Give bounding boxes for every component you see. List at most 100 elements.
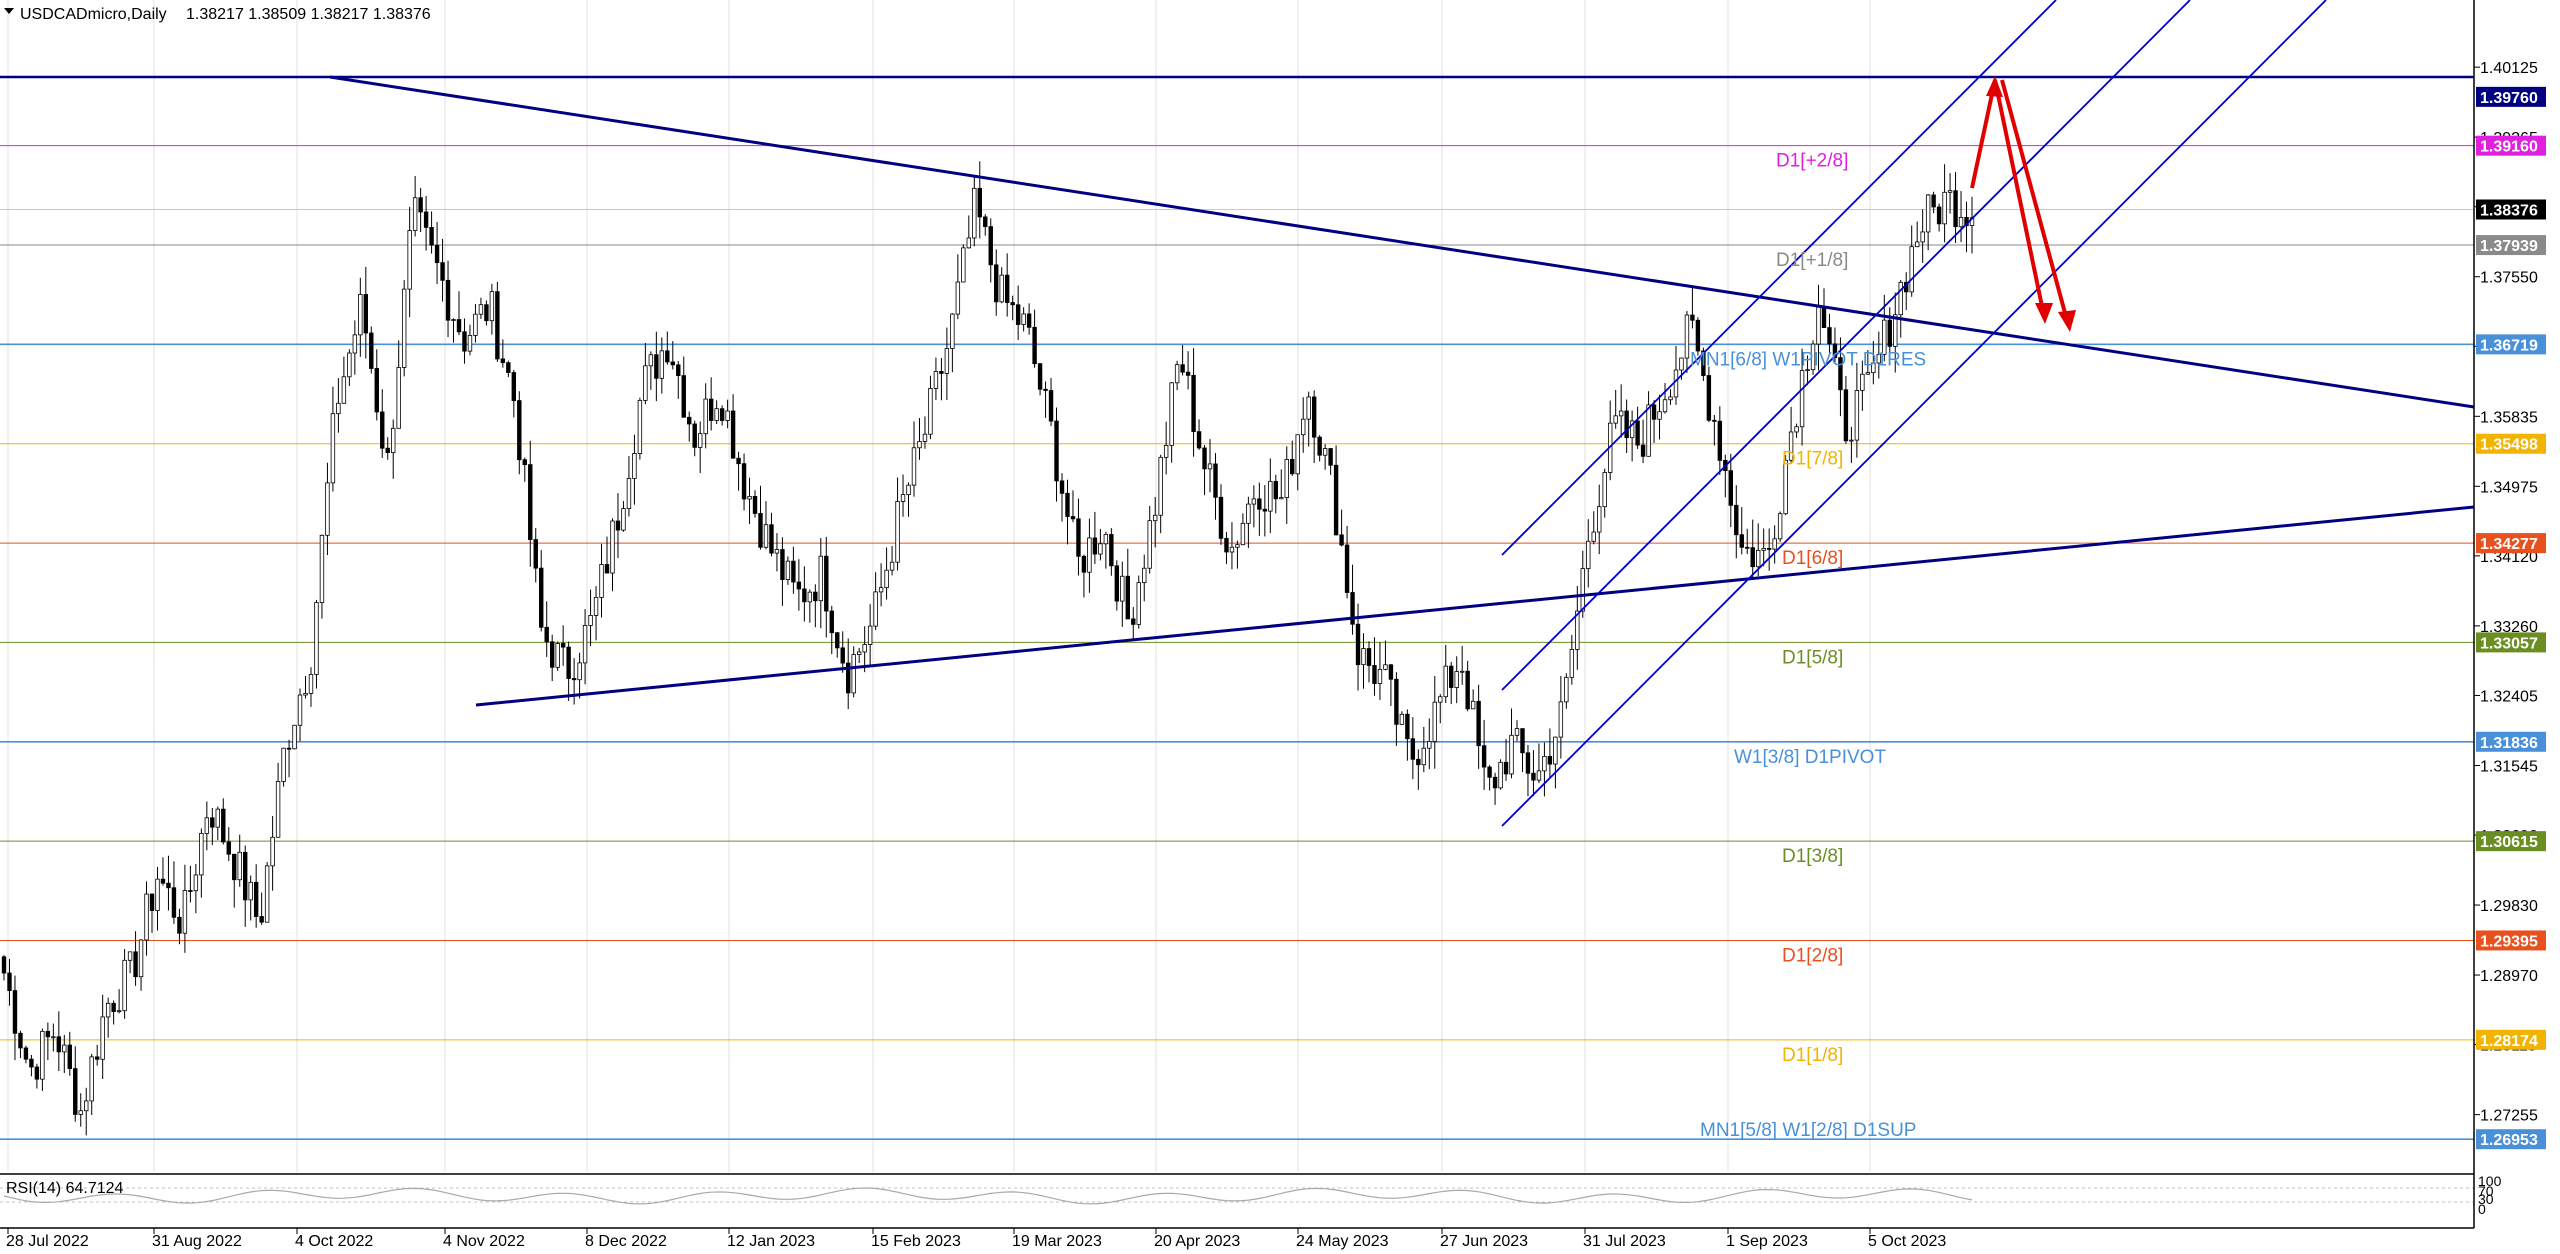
- candle-body: [1761, 548, 1766, 551]
- level-text-labels: MN1[5/8] W1[2/8] D1SUP D1[1/8] D1[2/8] D1[3…: [1690, 151, 1926, 1142]
- candle-body: [1777, 513, 1783, 540]
- candle-body: [829, 610, 834, 634]
- price-tick-label: 1.35835: [2480, 409, 2538, 426]
- candle-body: [780, 549, 785, 581]
- level-price-tag: [2476, 731, 2546, 752]
- candle-body: [1947, 190, 1953, 193]
- candle-body: [62, 1044, 67, 1053]
- candle-body: [352, 334, 358, 354]
- candle-body: [1092, 537, 1098, 555]
- level-price-tag: [2476, 86, 2546, 107]
- candle-body: [1542, 755, 1547, 772]
- candle-body: [385, 447, 390, 454]
- candle-body: [199, 832, 204, 876]
- time-tick-label: 24 May 2023: [1296, 1233, 1389, 1250]
- candle-body: [462, 331, 467, 352]
- candle-body: [533, 539, 538, 569]
- candle-body: [571, 678, 577, 681]
- upper-trendline[interactable]: [329, 75, 2475, 409]
- forecast-arrow-up[interactable]: [1970, 79, 1997, 189]
- candle-body: [698, 433, 703, 448]
- level-label: D1[6/8]: [1782, 548, 1843, 569]
- candle-body: [495, 291, 500, 360]
- candle-body: [7, 972, 12, 991]
- channel-upper[interactable]: [1501, 0, 2057, 556]
- candle-body: [73, 1068, 78, 1115]
- candle-body: [911, 447, 917, 486]
- channel-middle[interactable]: [1501, 0, 2191, 691]
- forecast-arrow-down-2[interactable]: [2000, 79, 2070, 325]
- price-tick-label: 1.31545: [2480, 758, 2538, 775]
- candle-body: [835, 632, 840, 649]
- candle-body: [1942, 191, 1947, 225]
- candle-body: [539, 567, 544, 628]
- candle-body: [1224, 537, 1229, 553]
- candle-body: [1843, 389, 1849, 442]
- chart-ohlc: 1.38217 1.38509 1.38217 1.38376: [186, 6, 431, 23]
- candle-body: [1717, 420, 1723, 461]
- candle-body: [1470, 700, 1476, 710]
- candle-body: [286, 747, 292, 750]
- level-label: D1[+2/8]: [1776, 151, 1848, 172]
- candle-body: [824, 555, 829, 612]
- candle-body: [12, 990, 18, 1034]
- candle-body: [1449, 665, 1454, 688]
- channel-lower[interactable]: [1501, 0, 2327, 827]
- candle-body: [1037, 363, 1043, 390]
- candle-body: [1273, 480, 1278, 500]
- candle-body: [177, 916, 182, 934]
- price-tick-label: 1.33260: [2480, 619, 2538, 636]
- level-price-value: 1.39760: [2480, 90, 2538, 107]
- candle-body: [1207, 463, 1213, 470]
- candle-body: [1322, 448, 1328, 456]
- lower-trendline[interactable]: [475, 505, 2475, 707]
- candle-body: [1882, 319, 1887, 355]
- candle-body: [1306, 396, 1311, 420]
- dropdown-triangle-icon[interactable]: [4, 8, 14, 14]
- candle-body: [988, 226, 993, 266]
- chart-header: USDCADmicro,Daily 1.38217 1.38509 1.3821…: [4, 6, 431, 23]
- candle-body: [917, 441, 922, 449]
- candle-body: [1536, 770, 1542, 781]
- forecast-arrowhead-down-1: [2035, 303, 2053, 324]
- candle-body: [813, 591, 818, 602]
- candle-body: [1279, 497, 1284, 500]
- level-price-value: 1.36719: [2480, 337, 2538, 354]
- time-axis-ticks: 28 Jul 2022 31 Aug 2022 4 Oct 2022 4 Nov 20…: [6, 1228, 1946, 1250]
- candle-body: [999, 274, 1004, 303]
- candle-body: [1547, 755, 1553, 765]
- candle-body: [1788, 431, 1794, 461]
- candle-body: [1136, 582, 1141, 625]
- forecast-arrow-down-1[interactable]: [1993, 79, 2046, 317]
- candle-body: [210, 817, 215, 828]
- candle-body: [582, 625, 588, 664]
- candle-body: [840, 647, 845, 664]
- candle-body: [544, 626, 549, 643]
- candle-body: [1004, 274, 1010, 303]
- candle-body: [445, 279, 451, 321]
- rsi-scale-label: 100: [2478, 1173, 2502, 1189]
- candle-body: [566, 646, 571, 679]
- candle-body: [1816, 306, 1821, 345]
- candle-body: [1048, 390, 1054, 422]
- candle-body: [791, 560, 796, 583]
- level-price-tag: [2476, 533, 2546, 554]
- trendline-drawings[interactable]: [0, 0, 2475, 827]
- candle-body: [1514, 728, 1520, 736]
- price-tick-label: 1.32405: [2480, 688, 2538, 705]
- candle-body: [588, 615, 593, 626]
- candle-body: [1355, 623, 1361, 666]
- candle-body: [500, 358, 506, 364]
- level-price-tag: [2476, 235, 2546, 256]
- rsi-pane[interactable]: RSI(14) 64.7124: [0, 1173, 2474, 1205]
- level-price-tag: [2476, 334, 2546, 355]
- candle-body: [1739, 534, 1744, 548]
- candle-body: [221, 808, 226, 843]
- candle-body: [983, 216, 988, 228]
- grid-lines: [7, 0, 1871, 1172]
- candle-body: [171, 887, 177, 918]
- candle-body: [1240, 522, 1246, 546]
- candle-body: [1646, 404, 1651, 457]
- candle-body: [418, 197, 423, 213]
